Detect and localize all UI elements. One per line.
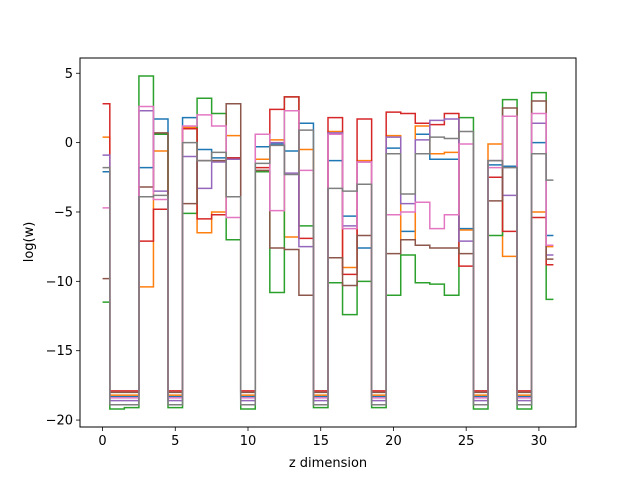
x-axis-ticks: 0 5 10 15 20 25 30 [98, 427, 547, 449]
y-tick-label: −20 [46, 414, 73, 429]
x-tick-label: 0 [98, 434, 106, 449]
y-tick-label: −5 [54, 205, 73, 220]
y-tick-label: −10 [46, 275, 73, 290]
series-layer [102, 75, 554, 410]
y-tick-label: 5 [65, 67, 73, 82]
y-tick-label: −15 [46, 344, 73, 359]
x-tick-label: 25 [458, 434, 475, 449]
y-axis-label: log(w) [22, 222, 37, 263]
x-tick-label: 5 [171, 434, 179, 449]
y-axis-ticks: 5 0 −5 −10 −15 −20 [46, 67, 80, 429]
x-tick-label: 30 [531, 434, 548, 449]
y-tick-label: 0 [65, 136, 73, 151]
series-line-8 [102, 129, 554, 406]
x-tick-label: 10 [240, 434, 257, 449]
x-tick-label: 20 [385, 434, 402, 449]
x-axis-label: z dimension [289, 456, 367, 471]
x-tick-label: 15 [312, 434, 329, 449]
plot-frame [79, 57, 577, 428]
